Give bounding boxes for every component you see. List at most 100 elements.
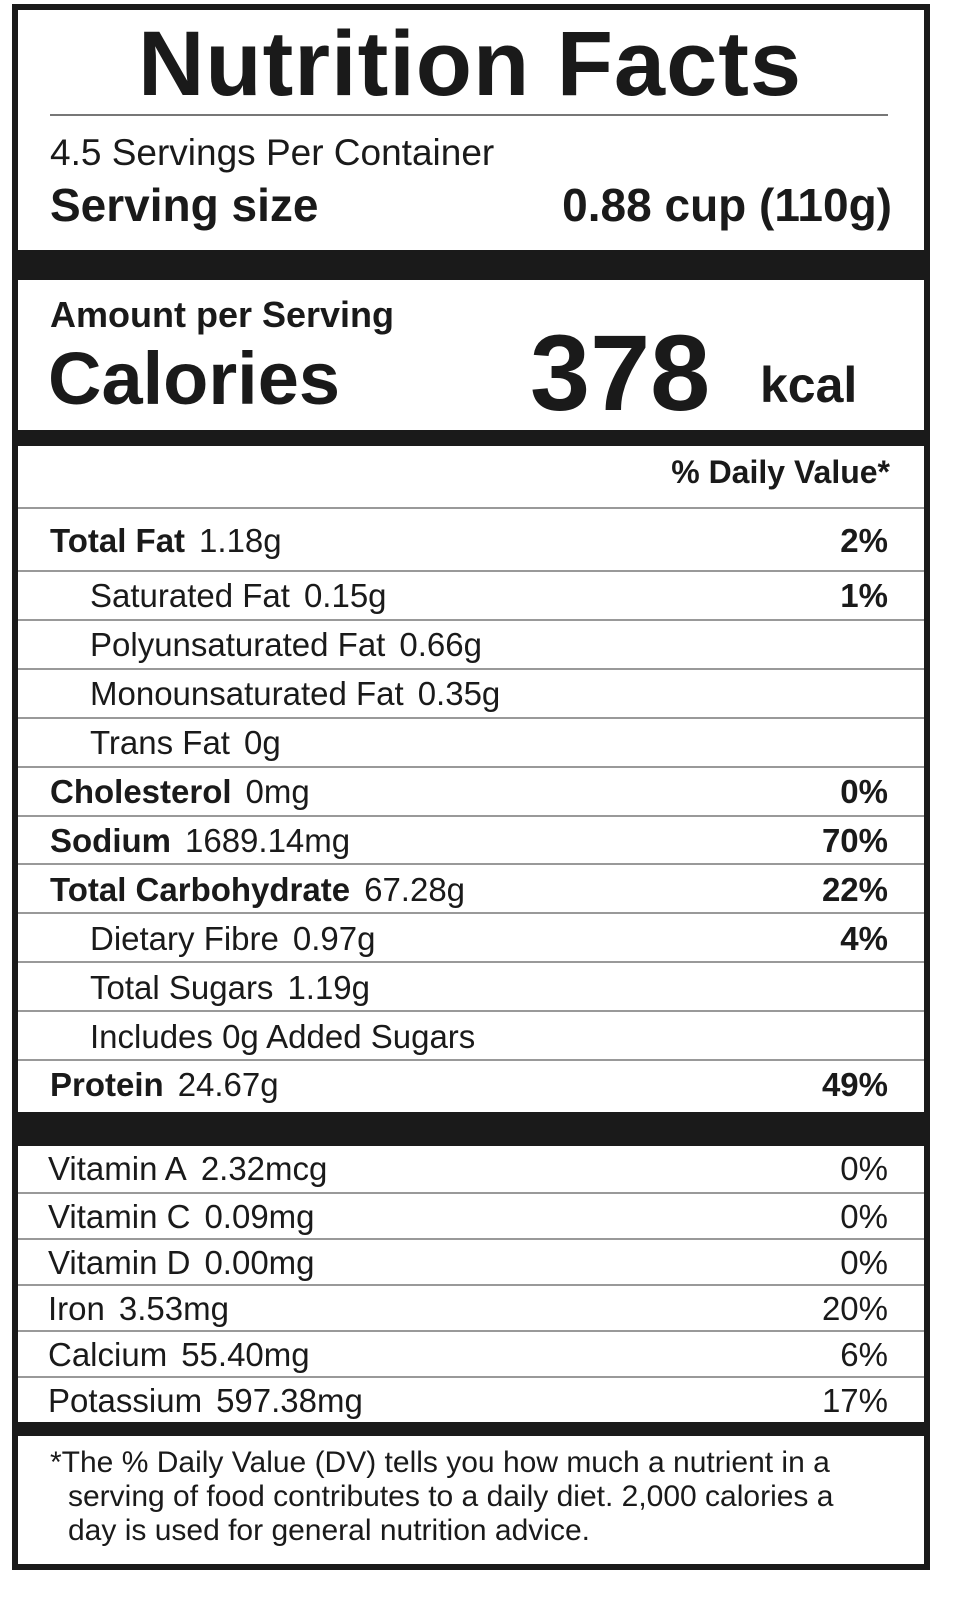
nutrient-row: Polyunsaturated Fat 0.66g <box>18 618 924 670</box>
vitamin-row: Vitamin A 2.32mcg 0% <box>18 1146 924 1192</box>
nutrient-line: Monounsaturated Fat 0.35g <box>90 675 500 713</box>
vitamin-amount: 0.00mg <box>204 1244 315 1281</box>
title-rule <box>50 114 888 116</box>
serving-size-value: 0.88 cup (110g) <box>562 179 892 231</box>
nutrient-line: Total Fat 1.18g <box>50 522 282 560</box>
vitamin-name: Vitamin C <box>48 1198 191 1235</box>
nutrient-line: Sodium 1689.14mg <box>50 822 350 860</box>
nutrient-amount: 1.19g <box>287 968 371 1006</box>
title: Nutrition Facts <box>137 13 803 115</box>
vitamin-amount: 597.38mg <box>216 1382 363 1419</box>
vitamin-name: Vitamin D <box>48 1244 191 1281</box>
daily-value: 70% <box>821 821 888 859</box>
vitamin-row: Vitamin D 0.00mg 0% <box>18 1238 924 1286</box>
nutrient-amount: 1.18g <box>199 521 282 559</box>
nutrient-name: Protein <box>50 1066 164 1104</box>
amount-heading: Amount per Serving <box>50 294 395 335</box>
servings: 4.5 Servings Per Container <box>50 132 495 173</box>
nutrient-name: Total Sugars <box>90 968 274 1006</box>
vitamin-line: Potassium 597.38mg <box>48 1382 363 1420</box>
nutrient-row: Total Carbohydrate 67.28g 22% <box>18 863 924 914</box>
daily-value: 4% <box>840 919 888 957</box>
nutrient-amount: 0.97g <box>292 919 376 957</box>
nutrient-amount: 24.67g <box>177 1066 279 1104</box>
frame <box>12 4 930 1570</box>
nutrient-row: Monounsaturated Fat 0.35g <box>18 667 924 719</box>
daily-value: 22% <box>821 870 888 908</box>
nutrient-row: Trans Fat 0g <box>18 716 924 768</box>
nutrient-row: Total Fat 1.18g 2% <box>18 507 924 572</box>
nutrient-amount: 0mg <box>245 773 310 811</box>
nutrient-line: Dietary Fibre 0.97g <box>90 920 375 958</box>
vitamin-amount: 2.32mcg <box>200 1150 328 1187</box>
nutrient-name: Polyunsaturated Fat <box>90 626 386 664</box>
nutrient-row: Total Sugars 1.19g <box>18 961 924 1012</box>
nutrient-row: Dietary Fibre 0.97g 4% <box>18 912 924 963</box>
vitamin-amount: 55.40mg <box>181 1336 310 1373</box>
vitamin-row: Vitamin C 0.09mg 0% <box>18 1192 924 1240</box>
divider <box>12 250 930 280</box>
nutrient-name: Trans Fat <box>90 724 230 762</box>
nutrient-line: Total Sugars 1.19g <box>90 969 370 1007</box>
vitamin-amount: 3.53mg <box>118 1290 229 1327</box>
vitamin-line: Vitamin A 2.32mcg <box>48 1150 327 1188</box>
daily-value: 0% <box>840 773 888 811</box>
vitamin-line: Vitamin C 0.09mg <box>48 1198 315 1236</box>
vitamin-name: Calcium <box>48 1336 168 1373</box>
daily-value: 49% <box>821 1066 888 1104</box>
calories-unit: kcal <box>760 357 858 413</box>
vitamin-row: Calcium 55.40mg 6% <box>18 1330 924 1378</box>
divider <box>12 1112 930 1146</box>
nutrient-name: Dietary Fibre <box>90 919 279 957</box>
calories-label: Calories <box>48 337 341 420</box>
daily-value: 0% <box>840 1198 888 1235</box>
nutrient-row: Protein 24.67g 49% <box>18 1059 924 1110</box>
nutrient-name: Total Fat <box>50 521 186 559</box>
vitamin-line: Vitamin D 0.00mg <box>48 1244 315 1282</box>
vitamin-line: Calcium 55.40mg <box>48 1336 310 1374</box>
nutrient-amount: 0.66g <box>399 626 482 664</box>
daily-value: 20% <box>821 1290 888 1327</box>
daily-value: 6% <box>840 1336 888 1373</box>
vitamin-name: Vitamin A <box>48 1150 187 1187</box>
nutrient-row: Sodium 1689.14mg 70% <box>18 814 924 866</box>
nutrient-line: Includes 0g Added Sugars <box>90 1018 475 1056</box>
vitamin-row: Potassium 597.38mg 17% <box>18 1376 924 1424</box>
vitamin-name: Potassium <box>48 1382 203 1419</box>
nutrient-line: Cholesterol 0mg <box>50 773 310 811</box>
serving-size-label: Serving size <box>50 179 319 231</box>
nutrient-amount: 0g <box>243 724 281 762</box>
nutrient-name: Sodium <box>50 821 171 859</box>
calories-value: 378 <box>530 312 711 433</box>
nutrient-amount: 1689.14mg <box>185 821 351 859</box>
nutrient-row: Includes 0g Added Sugars <box>18 1010 924 1061</box>
daily-value: 0% <box>840 1150 888 1187</box>
nutrient-line: Trans Fat 0g <box>90 724 281 762</box>
daily-value: 1% <box>840 577 888 615</box>
vitamin-line: Iron 3.53mg <box>48 1290 229 1328</box>
nutrient-name: Includes 0g Added Sugars <box>90 1017 476 1055</box>
nutrient-line: Protein 24.67g <box>50 1066 279 1104</box>
nutrient-line: Total Carbohydrate 67.28g <box>50 871 465 909</box>
vitamin-name: Iron <box>48 1290 105 1327</box>
nutrient-line: Polyunsaturated Fat 0.66g <box>90 626 482 664</box>
nutrient-row: Saturated Fat 0.15g 1% <box>18 570 924 621</box>
nutrient-amount: 67.28g <box>364 870 466 908</box>
nutrient-name: Total Carbohydrate <box>50 870 351 908</box>
nutrient-amount: 0.15g <box>303 577 387 615</box>
vitamin-amount: 0.09mg <box>204 1198 315 1235</box>
daily-value-header: % Daily Value* <box>671 454 890 490</box>
daily-value: 17% <box>821 1382 888 1419</box>
nutrient-name: Cholesterol <box>50 773 232 811</box>
nutrient-amount: 0.35g <box>417 675 501 713</box>
daily-value: 2% <box>840 521 888 559</box>
divider <box>12 1422 930 1436</box>
daily-value: 0% <box>840 1244 888 1281</box>
nutrient-name: Saturated Fat <box>90 577 290 615</box>
nutrient-name: Monounsaturated Fat <box>90 675 404 713</box>
nutrient-line: Saturated Fat 0.15g <box>90 577 387 615</box>
nutrient-row: Cholesterol 0mg 0% <box>18 765 924 817</box>
vitamin-row: Iron 3.53mg 20% <box>18 1284 924 1332</box>
divider <box>12 430 930 446</box>
